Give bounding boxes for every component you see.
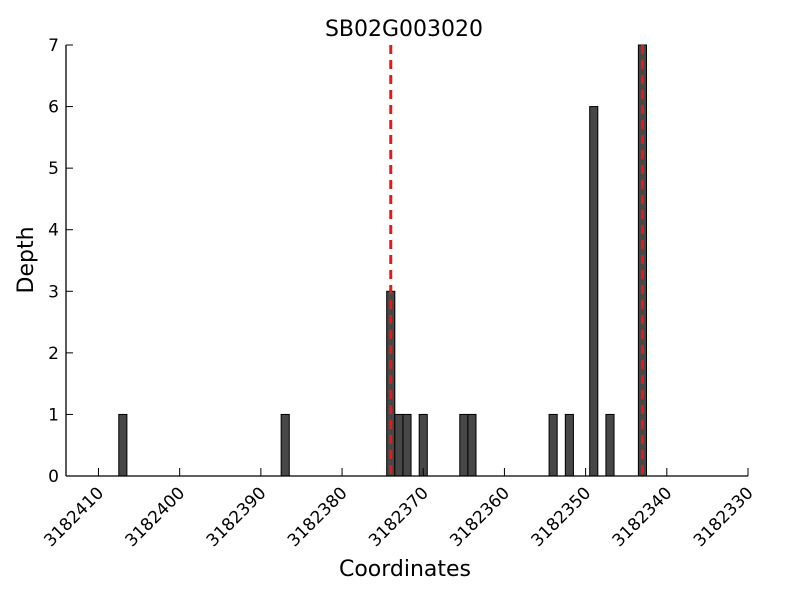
bar-7 — [467, 413, 477, 477]
bar-6 — [459, 413, 469, 477]
y-tick-label-6: 6 — [48, 98, 59, 118]
x-tick-label-5: 3182360 — [446, 483, 514, 551]
x-tick-label-0: 3182410 — [40, 483, 108, 551]
y-tick-label-0: 0 — [48, 467, 59, 487]
bar-11 — [605, 413, 615, 477]
x-tick-label-8: 3182330 — [690, 483, 758, 551]
x-tick-label-1: 3182400 — [122, 483, 190, 551]
bar-1 — [280, 413, 290, 477]
bar-0 — [118, 413, 128, 477]
chart-title: SB02G003020 — [325, 17, 483, 42]
y-tick-label-7: 7 — [48, 36, 59, 56]
y-tick-label-3: 3 — [48, 282, 59, 302]
y-axis-label: Depth — [14, 226, 39, 293]
x-tick-label-3: 3182380 — [284, 483, 352, 551]
x-tick-label-4: 3182370 — [365, 483, 433, 551]
y-tick-label-4: 4 — [48, 221, 59, 241]
bar-5 — [418, 413, 428, 477]
bar-3 — [394, 413, 404, 477]
x-tick-label-7: 3182340 — [609, 483, 677, 551]
y-tick-label-5: 5 — [48, 159, 59, 179]
reference-lines-group — [389, 45, 644, 476]
y-tick-label-2: 2 — [48, 344, 59, 364]
x-tick-label-2: 3182390 — [203, 483, 271, 551]
bar-4 — [402, 413, 412, 477]
bar-10 — [589, 106, 599, 477]
bar-9 — [564, 413, 574, 477]
y-tick-label-1: 1 — [48, 405, 59, 425]
bar-8 — [548, 413, 558, 477]
bars-group — [118, 44, 648, 477]
x-tick-label-6: 3182350 — [527, 483, 595, 551]
x-axis-label: Coordinates — [339, 557, 471, 582]
